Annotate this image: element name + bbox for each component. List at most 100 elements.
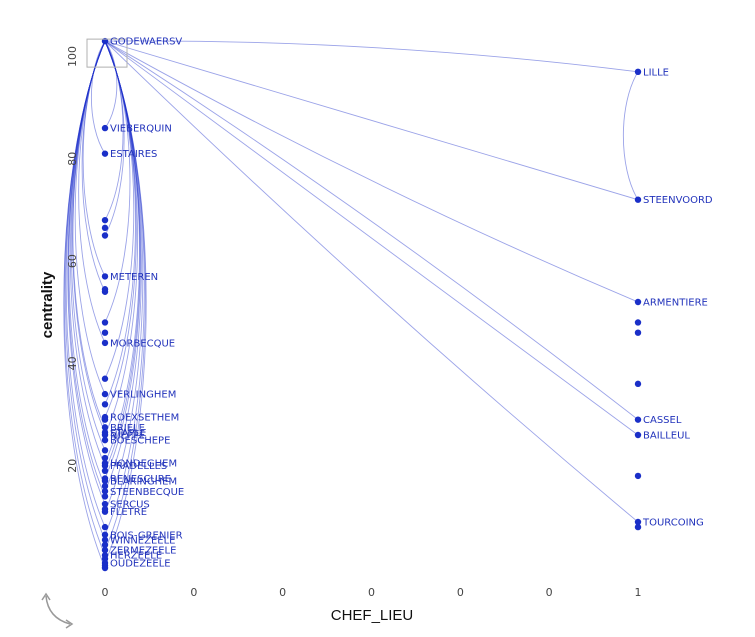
x-tick-label: 0 — [279, 586, 286, 599]
edge — [64, 40, 106, 541]
edge — [104, 40, 135, 379]
y-tick-label: 100 — [66, 46, 79, 67]
node-point[interactable] — [101, 216, 109, 224]
x-tick-label: 0 — [546, 586, 553, 599]
edge — [104, 40, 639, 303]
node-label: BOESCHEPE — [110, 436, 170, 447]
node-point[interactable] — [101, 273, 109, 280]
node-point[interactable] — [101, 431, 109, 439]
node-point[interactable] — [634, 329, 642, 336]
node-point[interactable] — [101, 416, 109, 423]
node-point[interactable] — [101, 482, 109, 490]
node-point[interactable] — [634, 431, 642, 439]
edge — [104, 40, 138, 436]
edge — [72, 40, 106, 428]
node-point[interactable] — [101, 288, 109, 295]
tick-layer: 20 40 60 80 100 0 0 0 0 0 0 1 — [66, 46, 642, 599]
edge — [104, 40, 639, 421]
node-point[interactable] — [101, 467, 109, 475]
edge — [104, 40, 142, 492]
edge — [72, 40, 106, 433]
edge — [74, 40, 106, 395]
node-point[interactable] — [101, 124, 109, 132]
node-point[interactable] — [101, 390, 109, 398]
node-point[interactable] — [101, 424, 109, 431]
edge — [104, 40, 144, 512]
node-label: WINNEZEELE — [110, 535, 176, 546]
y-axis-title: centrality — [39, 271, 56, 338]
node-point[interactable] — [101, 541, 109, 549]
node-point[interactable] — [101, 536, 109, 544]
node-label: BLARINGHEM — [110, 477, 177, 488]
node-point[interactable] — [101, 329, 109, 336]
node-point[interactable] — [101, 224, 109, 232]
node-point[interactable] — [101, 319, 109, 326]
x-tick-label: 0 — [102, 586, 109, 599]
edge — [104, 40, 639, 73]
node-point[interactable] — [101, 477, 109, 485]
edge — [71, 40, 106, 451]
x-axis-title: CHEF_LIEU — [331, 607, 414, 624]
node-label: ZERMEZEELE — [110, 546, 176, 557]
node-label: TOURCOING — [642, 517, 704, 528]
node-point[interactable] — [634, 472, 642, 480]
edge — [65, 40, 106, 528]
node-label: CASSEL — [643, 415, 682, 426]
x-tick-label: 0 — [368, 586, 375, 599]
node-point[interactable] — [634, 380, 642, 388]
node-point[interactable] — [634, 298, 642, 306]
node-label: MORBECQUE — [110, 338, 175, 349]
node-point[interactable] — [634, 319, 642, 326]
node-point[interactable] — [101, 150, 109, 157]
node-point[interactable] — [101, 462, 109, 469]
y-tick-label: 60 — [66, 254, 79, 268]
node-point[interactable] — [101, 339, 109, 347]
node-point[interactable] — [101, 523, 109, 531]
edge — [104, 40, 131, 323]
rotate-arrows-icon[interactable] — [40, 588, 88, 630]
node-point[interactable] — [101, 375, 109, 382]
edge — [63, 40, 106, 556]
node-label: STAPLE — [110, 428, 146, 439]
node-point[interactable] — [101, 488, 109, 495]
node-label: OUDEZEELE — [110, 558, 171, 569]
node-point[interactable] — [101, 508, 109, 515]
node-point[interactable] — [101, 232, 109, 239]
x-tick-label: 0 — [190, 586, 197, 599]
node-point[interactable] — [101, 500, 109, 508]
edge — [622, 71, 639, 200]
node-point[interactable] — [634, 523, 642, 531]
node-point[interactable] — [101, 564, 109, 572]
node-point[interactable] — [634, 68, 642, 76]
label-layer: GODEWAERSV VIEBERQUIN ESTAIRES METEREN MORBE… — [110, 37, 713, 570]
node-point[interactable] — [101, 401, 109, 408]
edge — [104, 40, 145, 535]
edge — [81, 40, 106, 292]
edge — [104, 40, 639, 523]
edge — [104, 40, 141, 479]
node-label: HONDEGHEM — [110, 459, 177, 470]
node-point[interactable] — [101, 493, 109, 500]
node-point[interactable] — [101, 436, 109, 444]
edge — [69, 40, 106, 466]
node-label: ROEXSETHEM — [110, 413, 179, 424]
edge — [104, 40, 140, 464]
edge — [104, 40, 146, 551]
edge — [78, 40, 106, 344]
node-label: VIEBERQUIN — [110, 124, 172, 135]
edge — [82, 40, 106, 277]
node-label: LILLE — [643, 67, 669, 78]
node-point[interactable] — [634, 196, 642, 203]
node-label: STEENBECQUE — [110, 487, 184, 498]
node-point[interactable] — [101, 531, 109, 538]
node-point[interactable] — [634, 518, 642, 526]
edge — [104, 40, 124, 221]
node-point[interactable] — [101, 546, 109, 554]
node-label: RENESCURE — [110, 474, 171, 485]
node-point[interactable] — [101, 454, 109, 462]
node-point[interactable] — [634, 416, 642, 423]
edge — [104, 40, 639, 436]
node-label: FLETRE — [110, 507, 147, 518]
edge — [90, 40, 106, 154]
node-point[interactable] — [101, 447, 109, 454]
